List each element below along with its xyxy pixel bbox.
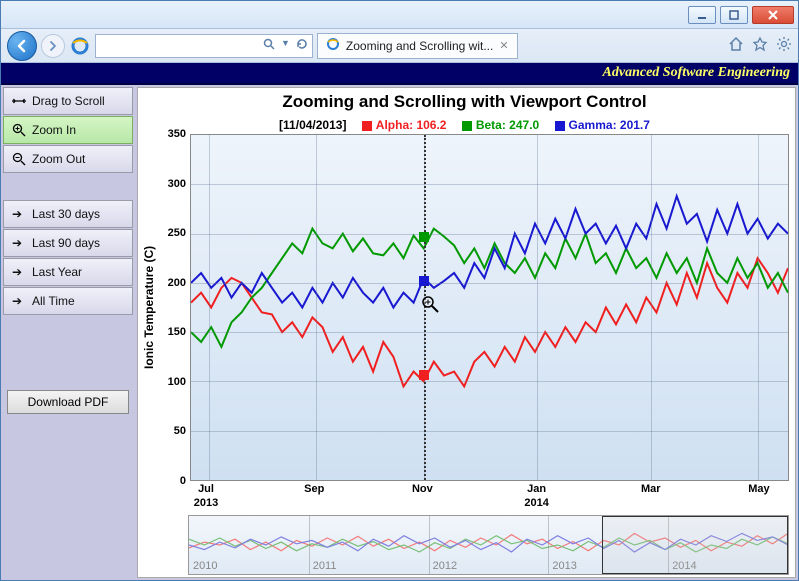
- chart-panel: Zooming and Scrolling with Viewport Cont…: [137, 87, 796, 578]
- address-bar[interactable]: ▼: [95, 34, 313, 58]
- browser-toolbar: ▼ Zooming and Scrolling wit... ✕: [1, 29, 798, 63]
- chart-plot-area[interactable]: [190, 134, 789, 481]
- tab-close-icon[interactable]: ✕: [499, 39, 508, 52]
- zoom-out-label: Zoom Out: [32, 152, 85, 166]
- y-axis-label: Ionic Temperature (C): [140, 134, 158, 481]
- toolbar-right-icons: [728, 36, 792, 55]
- chart-plot-wrap: Ionic Temperature (C) 050100150200250300…: [140, 134, 789, 481]
- all-time-label: All Time: [32, 294, 75, 308]
- zoom-out-icon: [12, 152, 26, 166]
- download-pdf-button[interactable]: Download PDF: [7, 390, 129, 414]
- last-30-days-button[interactable]: ➔ Last 30 days: [3, 200, 133, 228]
- window-minimize-button[interactable]: [688, 6, 716, 24]
- window-maximize-button[interactable]: [720, 6, 748, 24]
- last-90-days-button[interactable]: ➔ Last 90 days: [3, 229, 133, 257]
- zoom-in-button[interactable]: Zoom In: [3, 116, 133, 144]
- drag-icon: [12, 95, 26, 107]
- alpha-legend-text: Alpha: 106.2: [376, 118, 447, 132]
- home-icon[interactable]: [728, 36, 744, 55]
- overview-viewport-handle[interactable]: [602, 516, 788, 574]
- nav-back-button[interactable]: [7, 31, 37, 61]
- last-30-label: Last 30 days: [32, 207, 100, 221]
- tab-title: Zooming and Scrolling wit...: [346, 39, 493, 53]
- chart-title: Zooming and Scrolling with Viewport Cont…: [140, 92, 789, 112]
- brand-banner-text: Advanced Software Engineering: [603, 65, 790, 81]
- address-input[interactable]: [100, 38, 259, 54]
- last-90-label: Last 90 days: [32, 236, 100, 250]
- window-titlebar: [1, 1, 798, 29]
- sidebar: Drag to Scroll Zoom In Zoom Out ➔ Last 3…: [1, 85, 135, 580]
- brand-banner: Advanced Software Engineering: [1, 63, 798, 85]
- download-pdf-label: Download PDF: [28, 395, 109, 409]
- last-year-button[interactable]: ➔ Last Year: [3, 258, 133, 286]
- arrow-right-icon: ➔: [12, 294, 26, 308]
- beta-legend-text: Beta: 247.0: [476, 118, 539, 132]
- arrow-right-icon: ➔: [12, 236, 26, 250]
- nav-forward-button[interactable]: [41, 34, 65, 58]
- arrow-right-icon: ➔: [12, 207, 26, 221]
- browser-window: ▼ Zooming and Scrolling wit... ✕ Advance…: [0, 0, 799, 581]
- drag-label: Drag to Scroll: [32, 94, 105, 108]
- gear-icon[interactable]: [776, 36, 792, 55]
- overview-chart[interactable]: 20102011201220132014: [188, 515, 789, 575]
- favorites-icon[interactable]: [752, 36, 768, 55]
- ie-logo-icon: [69, 35, 91, 57]
- zoom-in-icon: [12, 123, 26, 137]
- dropdown-icon[interactable]: ▼: [281, 38, 290, 53]
- y-axis: 050100150200250300350: [158, 134, 190, 481]
- tab-favicon-icon: [326, 37, 340, 54]
- chart-lines-svg: [191, 135, 788, 480]
- gamma-legend-text: Gamma: 201.7: [569, 118, 650, 132]
- crosshair-date: [11/04/2013]: [279, 118, 346, 132]
- search-icon[interactable]: [263, 38, 275, 53]
- last-year-label: Last Year: [32, 265, 82, 279]
- drag-to-scroll-button[interactable]: Drag to Scroll: [3, 87, 133, 115]
- app-body: Drag to Scroll Zoom In Zoom Out ➔ Last 3…: [1, 85, 798, 580]
- zoom-out-button[interactable]: Zoom Out: [3, 145, 133, 173]
- zoom-in-label: Zoom In: [32, 123, 76, 137]
- x-axis: Jul2013SepNovJan2014MarMay: [188, 481, 789, 515]
- alpha-swatch: [362, 121, 372, 131]
- browser-tab[interactable]: Zooming and Scrolling wit... ✕: [317, 33, 518, 59]
- refresh-icon[interactable]: [296, 38, 308, 53]
- all-time-button[interactable]: ➔ All Time: [3, 287, 133, 315]
- window-close-button[interactable]: [752, 6, 794, 24]
- arrow-right-icon: ➔: [12, 265, 26, 279]
- beta-swatch: [462, 121, 472, 131]
- chart-legend: [11/04/2013] Alpha: 106.2 Beta: 247.0 Ga…: [140, 112, 789, 134]
- gamma-swatch: [555, 121, 565, 131]
